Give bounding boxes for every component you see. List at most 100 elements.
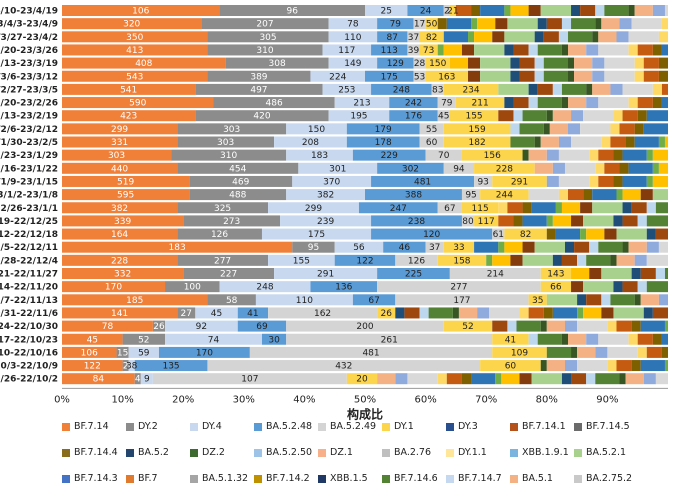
legend-swatch [318, 448, 326, 457]
legend-item: BA.2.76 [382, 447, 446, 458]
bar-segment-BF.7.14 [62, 320, 153, 332]
bar-value-label: 481 [414, 177, 431, 187]
x-tick-label: 40% [293, 394, 315, 405]
bar-segment-other [564, 162, 596, 174]
bar-segment-BA.5.2.48 [371, 215, 462, 227]
bar-value-label: 55 [426, 125, 437, 135]
bar-segment-other [595, 162, 605, 174]
bar-segment-DY.4 [286, 189, 365, 201]
bar-segment-DY.1 [443, 83, 499, 95]
bar-value-label: 115 [472, 204, 489, 214]
bar-segment-BA.5.2.49 [286, 320, 444, 332]
bar-segment-other [625, 136, 635, 148]
bar-segment-other [561, 254, 578, 266]
bar-value-label: 60 [505, 362, 517, 372]
bar-value-label: 122 [356, 256, 373, 266]
bar-value-label: 67 [444, 204, 455, 214]
bar-segment-other [540, 136, 559, 148]
bar-segment-other [461, 373, 472, 385]
bar-segment-other [561, 202, 581, 214]
bar-value-label: 176 [405, 112, 422, 122]
legend-swatch [446, 474, 454, 483]
bar-value-label: 320 [123, 20, 140, 30]
x-tick-label: 80% [536, 394, 558, 405]
bar-segment-other [595, 18, 602, 30]
bar-value-label: 117 [338, 46, 355, 56]
bar-value-label: 136 [335, 283, 352, 293]
bar-segment-other [474, 44, 505, 56]
legend-item: XBB.1.5 [318, 473, 382, 484]
bar-segment-other [658, 241, 668, 253]
bar-value-label: 96 [287, 7, 299, 17]
legend-swatch [190, 474, 198, 483]
bar-value-label: 73 [423, 46, 434, 56]
bar-segment-other [555, 202, 562, 214]
bar-segment-other [613, 110, 623, 122]
bar-segment-other [658, 294, 668, 306]
bar-segment-other [646, 202, 656, 214]
bar-segment-DY.4 [286, 123, 347, 135]
bar-value-label: 299 [111, 125, 128, 135]
bar-segment-other [461, 44, 475, 56]
bar-segment-DY.1 [455, 97, 505, 109]
bar-segment-BA.5.2.49 [395, 254, 438, 266]
bar-value-label: 93 [477, 177, 488, 187]
bar-segment-other [395, 373, 408, 385]
bar-segment-DY.1 [480, 189, 529, 201]
bar-segment-DY.1 [461, 202, 499, 214]
bar-value-label: 30 [268, 335, 280, 345]
legend-swatch [190, 448, 198, 457]
bar-segment-BA.5.2.49 [395, 294, 529, 306]
bar-segment-other [580, 202, 593, 214]
bar-segment-BA.5.2.49 [431, 83, 444, 95]
bar-segment-other [540, 360, 547, 372]
bar-segment-other [586, 333, 599, 345]
bar-segment-other [528, 44, 538, 56]
legend-item: DZ.1 [318, 447, 382, 458]
bar-value-label: 310 [256, 46, 273, 56]
bar-segment-other [522, 110, 547, 122]
bar-segment-other [568, 97, 587, 109]
bar-segment-other [595, 5, 605, 16]
bar-segment-other [619, 18, 632, 30]
legend-label: DY.3 [458, 421, 478, 432]
bar-segment-other [534, 57, 544, 69]
bar-segment-other [664, 136, 668, 148]
bar-segment-other [658, 31, 668, 43]
bar-segment-BA.5.2.48 [407, 5, 444, 16]
legend-item: BF.7.14.5 [574, 421, 638, 432]
y-tick-label: 23/1/2-23/1/8 [0, 191, 58, 201]
x-tick-label: 10% [111, 394, 133, 405]
bar-value-label: 110 [296, 296, 313, 306]
bar-segment-BA.5.2.49 [413, 70, 426, 82]
bar-segment-DY.4 [322, 44, 372, 56]
bar-segment-BA.5.2.48 [371, 83, 432, 95]
bar-segment-other [495, 18, 508, 30]
bar-segment-other [637, 281, 647, 293]
bar-segment-other [519, 57, 535, 69]
bar-segment-other [655, 268, 665, 279]
bar-segment-other [540, 320, 547, 332]
legend-swatch [510, 448, 518, 457]
bar-segment-other [577, 254, 587, 266]
x-tick-label: 0% [54, 394, 70, 405]
bar-segment-other [507, 202, 523, 214]
bar-segment-other [577, 307, 584, 319]
bar-value-label: 69 [256, 322, 268, 332]
bar-value-label: 382 [111, 204, 128, 214]
bar-segment-BA.5.2.48 [352, 149, 426, 161]
bar-segment-DY.1 [377, 307, 396, 319]
bar-segment-DY.4 [128, 360, 135, 372]
bar-segment-DY.2 [207, 44, 323, 56]
bar-segment-other [637, 110, 647, 122]
y-tick-label: 22/12/5-22/12/11 [0, 243, 58, 253]
bar-segment-BF.7.14 [62, 189, 190, 201]
bar-segment-other [643, 307, 653, 319]
bar-segment-other [574, 57, 593, 69]
bar-segment-other [631, 360, 641, 372]
bar-value-label: 66 [550, 283, 562, 293]
bar-segment-other [471, 373, 496, 385]
bar-segment-BF.7.14 [62, 228, 178, 240]
legend-item: XBB.1.9.1 [510, 447, 574, 458]
bar-value-label: 50 [426, 20, 438, 30]
